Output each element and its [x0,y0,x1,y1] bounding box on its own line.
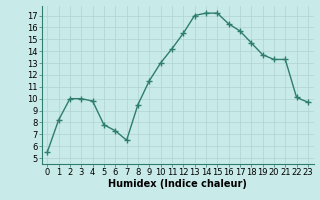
X-axis label: Humidex (Indice chaleur): Humidex (Indice chaleur) [108,179,247,189]
